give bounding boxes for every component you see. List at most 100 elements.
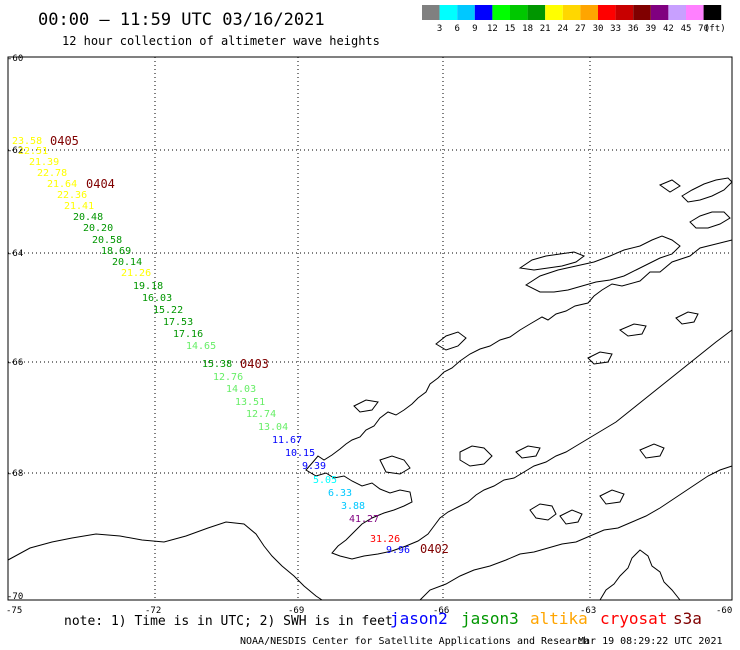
- latitude-labels: -60 -62 -64 -66 -68 -70: [7, 54, 23, 602]
- swh-label: 18.69: [101, 246, 131, 257]
- legend-unit: (ft): [704, 24, 726, 34]
- lat-label-62: -62: [7, 146, 23, 156]
- satellite-name: jason2: [390, 609, 448, 628]
- pass-label: 0404: [86, 177, 115, 191]
- swh-label: 12.76: [213, 372, 243, 383]
- map-frame: [7, 56, 733, 601]
- legend-swatch: [474, 5, 493, 20]
- lon-label-69: -69: [288, 606, 304, 616]
- lat-label-66: -66: [7, 358, 23, 368]
- swh-label: 16.03: [142, 293, 172, 304]
- swh-label: 17.53: [163, 317, 193, 328]
- swh-label: 6.33: [328, 488, 352, 499]
- legend-label: 42: [663, 24, 674, 34]
- legend-swatch: [527, 5, 546, 20]
- swh-label: 12.74: [246, 409, 276, 420]
- pass-label: 0402: [420, 542, 449, 556]
- legend-label: 21: [540, 24, 551, 34]
- map-title: 00:00 — 11:59 UTC 03/16/2021: [38, 10, 325, 30]
- satellite-name: cryosat: [600, 609, 667, 628]
- lon-label-63: -63: [580, 606, 596, 616]
- swh-label: 9.96: [386, 545, 410, 556]
- coastline: [7, 177, 733, 601]
- legend-label: 30: [593, 24, 604, 34]
- swh-label: 15.38: [202, 359, 232, 370]
- legend-label: 24: [557, 24, 568, 34]
- swh-label: 22.51: [18, 146, 48, 157]
- legend-label: 36: [628, 24, 639, 34]
- legend-swatch: [457, 5, 475, 20]
- satellite-name: altika: [530, 609, 588, 628]
- graticule: [8, 57, 732, 600]
- swh-label: 13.51: [235, 397, 265, 408]
- satellite-name: jason3: [461, 609, 519, 628]
- satellite-name: s3a: [673, 609, 702, 628]
- swh-label: 22.36: [57, 190, 87, 201]
- swh-label: 15.22: [153, 305, 183, 316]
- legend-label: 45: [681, 24, 692, 34]
- legend-label: 33: [610, 24, 621, 34]
- legend-swatch: [686, 5, 704, 20]
- lat-label-68: -68: [7, 469, 23, 479]
- color-legend: 3 6 9 12 15 18 21 24 27 30 33 36 39 42 45 70 (ft): [422, 5, 726, 34]
- legend-swatch: [668, 5, 686, 20]
- generated-timestamp: Mar 19 08:29:22 UTC 2021: [578, 636, 723, 647]
- legend-swatch: [633, 5, 651, 20]
- swh-label: 3.88: [341, 501, 365, 512]
- lon-label-66: -66: [433, 606, 449, 616]
- legend-swatch: [703, 5, 722, 20]
- legend-swatch: [562, 5, 581, 20]
- swh-label: 41.27: [349, 514, 379, 525]
- map-subtitle: 12 hour collection of altimeter wave hei…: [62, 34, 380, 48]
- legend-label: 70: [698, 24, 709, 34]
- legend-label: 39: [645, 24, 656, 34]
- swh-label: 20.20: [83, 223, 113, 234]
- swh-label: 20.48: [73, 212, 103, 223]
- credit-text: NOAA/NESDIS Center for Satellite Applica…: [240, 636, 589, 647]
- swh-label: 14.03: [226, 384, 256, 395]
- swh-label: 21.41: [64, 201, 94, 212]
- satellite-legend: jason2 jason3 altika cryosat s3a: [390, 609, 702, 628]
- pass-labels: 0405 0404 0403 0402: [50, 134, 449, 556]
- legend-swatch: [510, 5, 528, 20]
- legend-label: 27: [575, 24, 586, 34]
- legend-swatch: [492, 5, 510, 20]
- swh-label: 10.15: [285, 448, 315, 459]
- swh-label: 21.26: [121, 268, 151, 279]
- legend-swatch: [439, 5, 458, 20]
- legend-swatch: [422, 5, 440, 20]
- observation-track: 23.58 22.51 21.39 22.78 21.64 22.36 21.4…: [12, 136, 410, 556]
- swh-label: 11.67: [272, 435, 302, 446]
- swh-label: 13.04: [258, 422, 288, 433]
- swh-label: 17.16: [173, 329, 203, 340]
- legend-label: 9: [472, 24, 477, 34]
- swh-label: 5.05: [313, 475, 337, 486]
- legend-label: 15: [505, 24, 516, 34]
- longitude-labels: -75 -72 -69 -66 -63 -60: [6, 606, 732, 616]
- legend-swatch: [615, 5, 634, 20]
- lat-label-64: -64: [7, 249, 23, 259]
- legend-swatch: [580, 5, 598, 20]
- swh-label: 9.39: [302, 461, 326, 472]
- pass-label: 0405: [50, 134, 79, 148]
- lon-label-60: -60: [716, 606, 732, 616]
- swh-label: 31.26: [370, 534, 400, 545]
- swh-label: 21.39: [29, 157, 59, 168]
- legend-label: 12: [487, 24, 498, 34]
- swh-label: 23.58: [12, 136, 42, 147]
- lon-label-75: -75: [6, 606, 22, 616]
- swh-label: 21.64: [47, 179, 77, 190]
- swh-label: 22.78: [37, 168, 67, 179]
- legend-label: 6: [454, 24, 459, 34]
- legend-swatch: [650, 5, 669, 20]
- legend-label: 18: [522, 24, 533, 34]
- swh-label: 19.18: [133, 281, 163, 292]
- pass-label: 0403: [240, 357, 269, 371]
- swh-label: 20.58: [92, 235, 122, 246]
- legend-label: 3: [437, 24, 442, 34]
- legend-swatch: [598, 5, 616, 20]
- lon-label-72: -72: [145, 606, 161, 616]
- lat-label-70: -70: [7, 592, 23, 602]
- lat-label-60: -60: [7, 54, 23, 64]
